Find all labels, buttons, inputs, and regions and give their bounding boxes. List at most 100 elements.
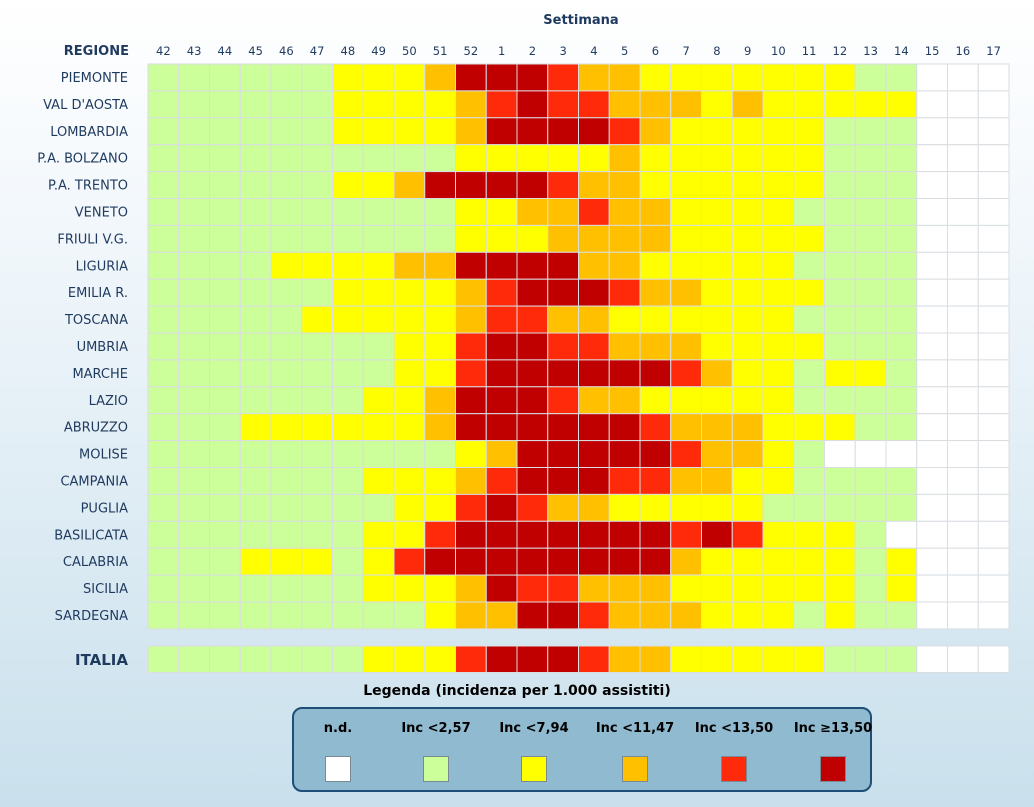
heatmap-cell: [424, 144, 456, 173]
heatmap-cell: [578, 440, 610, 469]
italia-cell: [178, 645, 210, 673]
heatmap-cell: [701, 305, 733, 334]
heatmap-cell: [209, 413, 241, 442]
heatmap-cell: [393, 117, 426, 146]
heatmap-cell: [608, 305, 641, 334]
heatmap-cell: [824, 117, 856, 146]
heatmap-cell: [977, 493, 1010, 522]
heatmap-cell: [516, 90, 549, 119]
heatmap-cell: [455, 467, 487, 495]
heatmap-cell: [147, 493, 180, 522]
heatmap-cell: [362, 305, 395, 334]
heatmap-cell: [362, 359, 395, 388]
heatmap-cell: [670, 386, 702, 415]
heatmap-cell: [977, 520, 1010, 549]
heatmap-cell: [547, 359, 579, 388]
heatmap-cell: [793, 278, 825, 307]
heatmap-cell: [670, 440, 702, 469]
heatmap-cell: [455, 386, 487, 415]
heatmap-cell: [639, 224, 672, 253]
heatmap-cell: [301, 224, 333, 253]
heatmap-cell: [332, 198, 364, 226]
heatmap-cell: [670, 251, 702, 280]
heatmap-cell: [301, 493, 333, 522]
week-label: 43: [187, 44, 202, 58]
heatmap-cell: [455, 574, 487, 603]
italia-cell: [547, 645, 579, 673]
heatmap-cell: [608, 601, 641, 630]
heatmap-cell: [854, 493, 887, 522]
heatmap-cell: [916, 144, 948, 173]
heatmap-cell: [147, 386, 180, 415]
heatmap-cell: [916, 63, 948, 92]
heatmap-cell: [209, 601, 241, 630]
heatmap-cell: [362, 224, 395, 253]
heatmap-cell: [824, 386, 856, 415]
heatmap-cell: [424, 305, 456, 334]
heatmap-cell: [239, 251, 272, 280]
heatmap-cell: [916, 332, 948, 361]
heatmap-cell: [731, 251, 764, 280]
heatmap-cell: [608, 171, 641, 200]
heatmap-cell: [301, 440, 333, 469]
heatmap-cell: [239, 440, 272, 469]
heatmap-cell: [485, 359, 518, 388]
heatmap-cell: [731, 547, 764, 576]
heatmap-cell: [455, 224, 487, 253]
region-label: SICILIA: [83, 582, 128, 597]
legend-swatch-lt-11-47: [622, 756, 648, 782]
heatmap-cell: [731, 278, 764, 307]
heatmap-cell: [362, 440, 395, 469]
heatmap-cell: [424, 224, 456, 253]
heatmap-cell: [547, 440, 579, 469]
heatmap-cell: [239, 117, 272, 146]
heatmap-cell: [608, 547, 641, 576]
heatmap-cell: [885, 144, 918, 173]
heatmap-cell: [762, 144, 795, 173]
heatmap-cell: [209, 90, 241, 119]
week-label: 42: [156, 44, 171, 58]
week-label: 10: [771, 44, 786, 58]
heatmap-cell: [239, 386, 272, 415]
heatmap-cell: [270, 386, 303, 415]
heatmap-cell: [147, 547, 180, 576]
heatmap-cell: [301, 171, 333, 200]
heatmap-cell: [516, 547, 549, 576]
heatmap-cell: [701, 171, 733, 200]
italia-cell: [947, 645, 979, 673]
heatmap-cell: [701, 90, 733, 119]
heatmap-cell: [916, 278, 948, 307]
heatmap-cell: [239, 601, 272, 630]
heatmap-cell: [147, 440, 180, 469]
heatmap-cell: [639, 171, 672, 200]
heatmap-cell: [824, 493, 856, 522]
heatmap-cell: [854, 332, 887, 361]
heatmap-cell: [701, 359, 733, 388]
heatmap-cell: [547, 520, 579, 549]
region-label: CALABRIA: [63, 555, 128, 570]
heatmap-cell: [824, 332, 856, 361]
heatmap-cell: [239, 520, 272, 549]
heatmap-cell: [362, 574, 395, 603]
italia-cell: [762, 645, 795, 673]
heatmap-cell: [608, 144, 641, 173]
heatmap-cell: [824, 547, 856, 576]
heatmap-cell: [639, 493, 672, 522]
heatmap-cell: [178, 386, 210, 415]
italia-label: ITALIA: [75, 651, 128, 669]
heatmap-cell: [485, 117, 518, 146]
heatmap-cell: [947, 386, 979, 415]
region-label: P.A. BOLZANO: [37, 152, 128, 167]
region-label: CAMPANIA: [60, 474, 128, 489]
heatmap-cell: [885, 493, 918, 522]
heatmap-cell: [332, 601, 364, 630]
heatmap-cell: [393, 359, 426, 388]
legend-swatch-lt-13-50: [721, 756, 747, 782]
heatmap-cell: [731, 63, 764, 92]
heatmap-cell: [209, 520, 241, 549]
heatmap-cell: [608, 332, 641, 361]
heatmap-cell: [701, 332, 733, 361]
heatmap-cell: [639, 278, 672, 307]
heatmap-cell: [854, 224, 887, 253]
heatmap-cell: [608, 198, 641, 226]
